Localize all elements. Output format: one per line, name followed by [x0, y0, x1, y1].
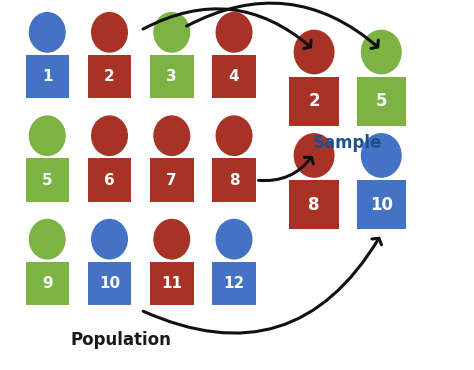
Text: 9: 9	[42, 276, 53, 291]
FancyBboxPatch shape	[290, 77, 339, 126]
FancyBboxPatch shape	[88, 55, 131, 98]
Text: 2: 2	[308, 92, 320, 110]
Ellipse shape	[362, 30, 401, 74]
Text: 1: 1	[42, 69, 53, 84]
Ellipse shape	[154, 116, 190, 155]
Ellipse shape	[362, 134, 401, 177]
Ellipse shape	[216, 116, 252, 155]
FancyBboxPatch shape	[290, 180, 339, 229]
Text: Sample: Sample	[313, 134, 383, 152]
FancyBboxPatch shape	[356, 77, 406, 126]
FancyBboxPatch shape	[356, 180, 406, 229]
FancyBboxPatch shape	[88, 158, 131, 202]
Text: 10: 10	[370, 196, 393, 214]
Ellipse shape	[92, 219, 128, 259]
Ellipse shape	[29, 13, 65, 52]
Text: 4: 4	[229, 69, 239, 84]
Text: 5: 5	[42, 172, 53, 188]
Ellipse shape	[92, 13, 128, 52]
FancyBboxPatch shape	[150, 262, 193, 305]
Text: 7: 7	[166, 172, 177, 188]
Ellipse shape	[294, 134, 334, 177]
Text: 12: 12	[223, 276, 245, 291]
Text: 8: 8	[308, 196, 320, 214]
Ellipse shape	[216, 219, 252, 259]
FancyBboxPatch shape	[150, 55, 193, 98]
Text: 11: 11	[161, 276, 182, 291]
Ellipse shape	[154, 219, 190, 259]
Text: Population: Population	[71, 332, 172, 350]
Ellipse shape	[29, 116, 65, 155]
FancyBboxPatch shape	[150, 158, 193, 202]
Ellipse shape	[29, 219, 65, 259]
FancyBboxPatch shape	[26, 262, 69, 305]
Text: 5: 5	[375, 92, 387, 110]
Text: 8: 8	[229, 172, 239, 188]
Text: 6: 6	[104, 172, 115, 188]
FancyBboxPatch shape	[88, 262, 131, 305]
Text: 2: 2	[104, 69, 115, 84]
FancyBboxPatch shape	[212, 158, 256, 202]
Text: 10: 10	[99, 276, 120, 291]
FancyBboxPatch shape	[26, 158, 69, 202]
FancyBboxPatch shape	[26, 55, 69, 98]
Text: 3: 3	[166, 69, 177, 84]
FancyBboxPatch shape	[212, 262, 256, 305]
Ellipse shape	[154, 13, 190, 52]
FancyBboxPatch shape	[212, 55, 256, 98]
Ellipse shape	[216, 13, 252, 52]
Ellipse shape	[294, 30, 334, 74]
Ellipse shape	[92, 116, 128, 155]
